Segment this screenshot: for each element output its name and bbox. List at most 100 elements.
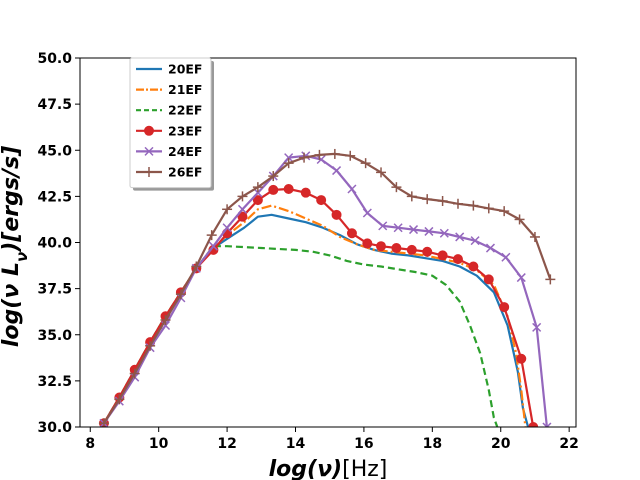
series-23ef-point — [437, 250, 448, 261]
y-axis-ticks: 30.0 32.5 35.0 37.5 40.0 42.5 45.0 47.5 50.0 — [37, 51, 80, 436]
legend-entry-24ef-marker — [144, 146, 154, 156]
series-layer — [98, 148, 556, 427]
series-26ef-point — [160, 314, 171, 325]
legend-entry-24ef: 24EF — [136, 144, 202, 159]
series-24ef-point — [424, 226, 434, 236]
x-tick-label: 16 — [354, 436, 373, 452]
series-26ef-point — [345, 150, 356, 161]
series-24ef-point — [222, 223, 232, 233]
series-24ef-point — [237, 204, 248, 214]
series-23ef-point — [316, 195, 327, 206]
legend-entry-23ef: 23EF — [136, 123, 202, 138]
series-26ef-line — [102, 152, 552, 424]
series-23ef-point — [406, 244, 417, 255]
x-tick-label: 20 — [491, 436, 511, 452]
series-23ef-point — [452, 254, 463, 265]
series-26ef-point — [376, 167, 387, 178]
series-24ef-point — [393, 223, 403, 233]
y-tick-label: 50.0 — [37, 51, 72, 67]
series-24ef-point — [378, 221, 388, 231]
legend-entry-26ef: 26EF — [136, 165, 202, 180]
series-26ef-point — [483, 203, 494, 214]
series-23ef-point — [483, 274, 494, 285]
series-24ef-point — [347, 184, 357, 194]
series-26ef — [98, 148, 556, 427]
series-26ef-point — [145, 340, 156, 351]
series-23ef — [98, 183, 539, 427]
series-24ef-point — [542, 422, 552, 427]
series-23ef-point — [300, 187, 311, 198]
y-tick-label: 42.5 — [37, 189, 72, 205]
series-22ef — [102, 245, 499, 427]
legend-entry-22ef-label: 22EF — [168, 103, 202, 118]
series-24ef-point — [284, 153, 294, 163]
series-24ef-point — [316, 154, 326, 165]
series-23ef-point — [516, 353, 527, 364]
legend-entry-22ef: 22EF — [136, 103, 202, 118]
x-tick-label: 10 — [149, 436, 169, 452]
x-axis-label: log(ν)[Hz] — [269, 457, 388, 480]
series-26ef-point — [222, 204, 233, 215]
series-26ef-point — [191, 261, 202, 272]
legend-entry-21ef: 21EF — [136, 82, 202, 97]
y-axis-label-main: log(ν L — [0, 262, 24, 347]
y-axis-label-end: )[ergs/s] — [0, 146, 24, 253]
series-23ef-point — [362, 238, 373, 249]
y-tick-label: 47.5 — [37, 97, 72, 113]
series-26ef-point — [391, 182, 402, 193]
series-26ef-point — [237, 191, 248, 202]
series-26ef-point — [299, 152, 310, 163]
series-26ef-point — [437, 195, 448, 206]
series-26ef-point — [129, 368, 140, 379]
series-24ef-point — [439, 228, 449, 238]
series-26ef-point — [252, 182, 263, 193]
series-24ef-line — [102, 154, 548, 427]
series-23ef-point — [283, 183, 294, 194]
series-24ef-point — [408, 225, 419, 235]
series-23ef-point — [346, 228, 357, 239]
series-23ef-point — [499, 302, 510, 313]
series-24ef-point — [485, 243, 496, 253]
series-23ef-point — [528, 422, 539, 427]
y-tick-label: 35.0 — [37, 328, 72, 344]
series-26ef-point — [360, 158, 371, 169]
series-24ef-point — [532, 322, 542, 332]
series-22ef-line — [102, 245, 499, 427]
series-23ef-point — [376, 241, 387, 252]
series-24ef-point — [362, 208, 372, 218]
x-tick-label: 22 — [559, 436, 578, 452]
legend: 20EF 21EF 22EF 23EF 24EF 26EF — [129, 57, 214, 191]
series-23ef-point — [391, 243, 402, 254]
series-26ef-point — [468, 200, 479, 211]
legend-entry-24ef-label: 24EF — [168, 144, 202, 159]
series-23ef-point — [422, 246, 433, 257]
series-26ef-point — [406, 191, 417, 202]
x-tick-label: 18 — [423, 436, 442, 452]
series-26ef-point — [206, 230, 217, 241]
series-26ef-point — [268, 171, 279, 182]
y-tick-label: 45.0 — [37, 143, 72, 159]
legend-entry-26ef-label: 26EF — [168, 165, 202, 180]
series-23ef-point — [468, 261, 479, 272]
y-tick-label: 37.5 — [37, 282, 72, 298]
series-26ef-point — [314, 149, 325, 160]
x-tick-label: 8 — [85, 436, 95, 452]
x-axis-label-unit: [Hz] — [342, 457, 387, 480]
y-tick-label: 32.5 — [37, 374, 72, 390]
series-24ef-point — [455, 232, 465, 242]
series-26ef-point — [529, 231, 540, 242]
x-axis-ticks: 8 10 12 14 16 18 20 22 — [85, 427, 579, 452]
x-tick-label: 14 — [286, 436, 306, 452]
y-axis-label-subscript: ν — [13, 252, 31, 262]
series-24ef-point — [501, 252, 511, 262]
legend-entry-20ef: 20EF — [136, 62, 202, 77]
legend-entry-23ef-label: 23EF — [168, 123, 202, 138]
series-26ef-point — [452, 198, 463, 209]
x-tick-label: 12 — [217, 436, 236, 452]
y-axis-label: log(ν Lν)[ergs/s] — [0, 146, 31, 347]
y-tick-label: 40.0 — [37, 236, 72, 252]
legend-entry-21ef-label: 21EF — [168, 82, 202, 97]
x-axis-label-main: log(ν) — [269, 457, 343, 480]
series-24ef-point — [332, 166, 342, 176]
